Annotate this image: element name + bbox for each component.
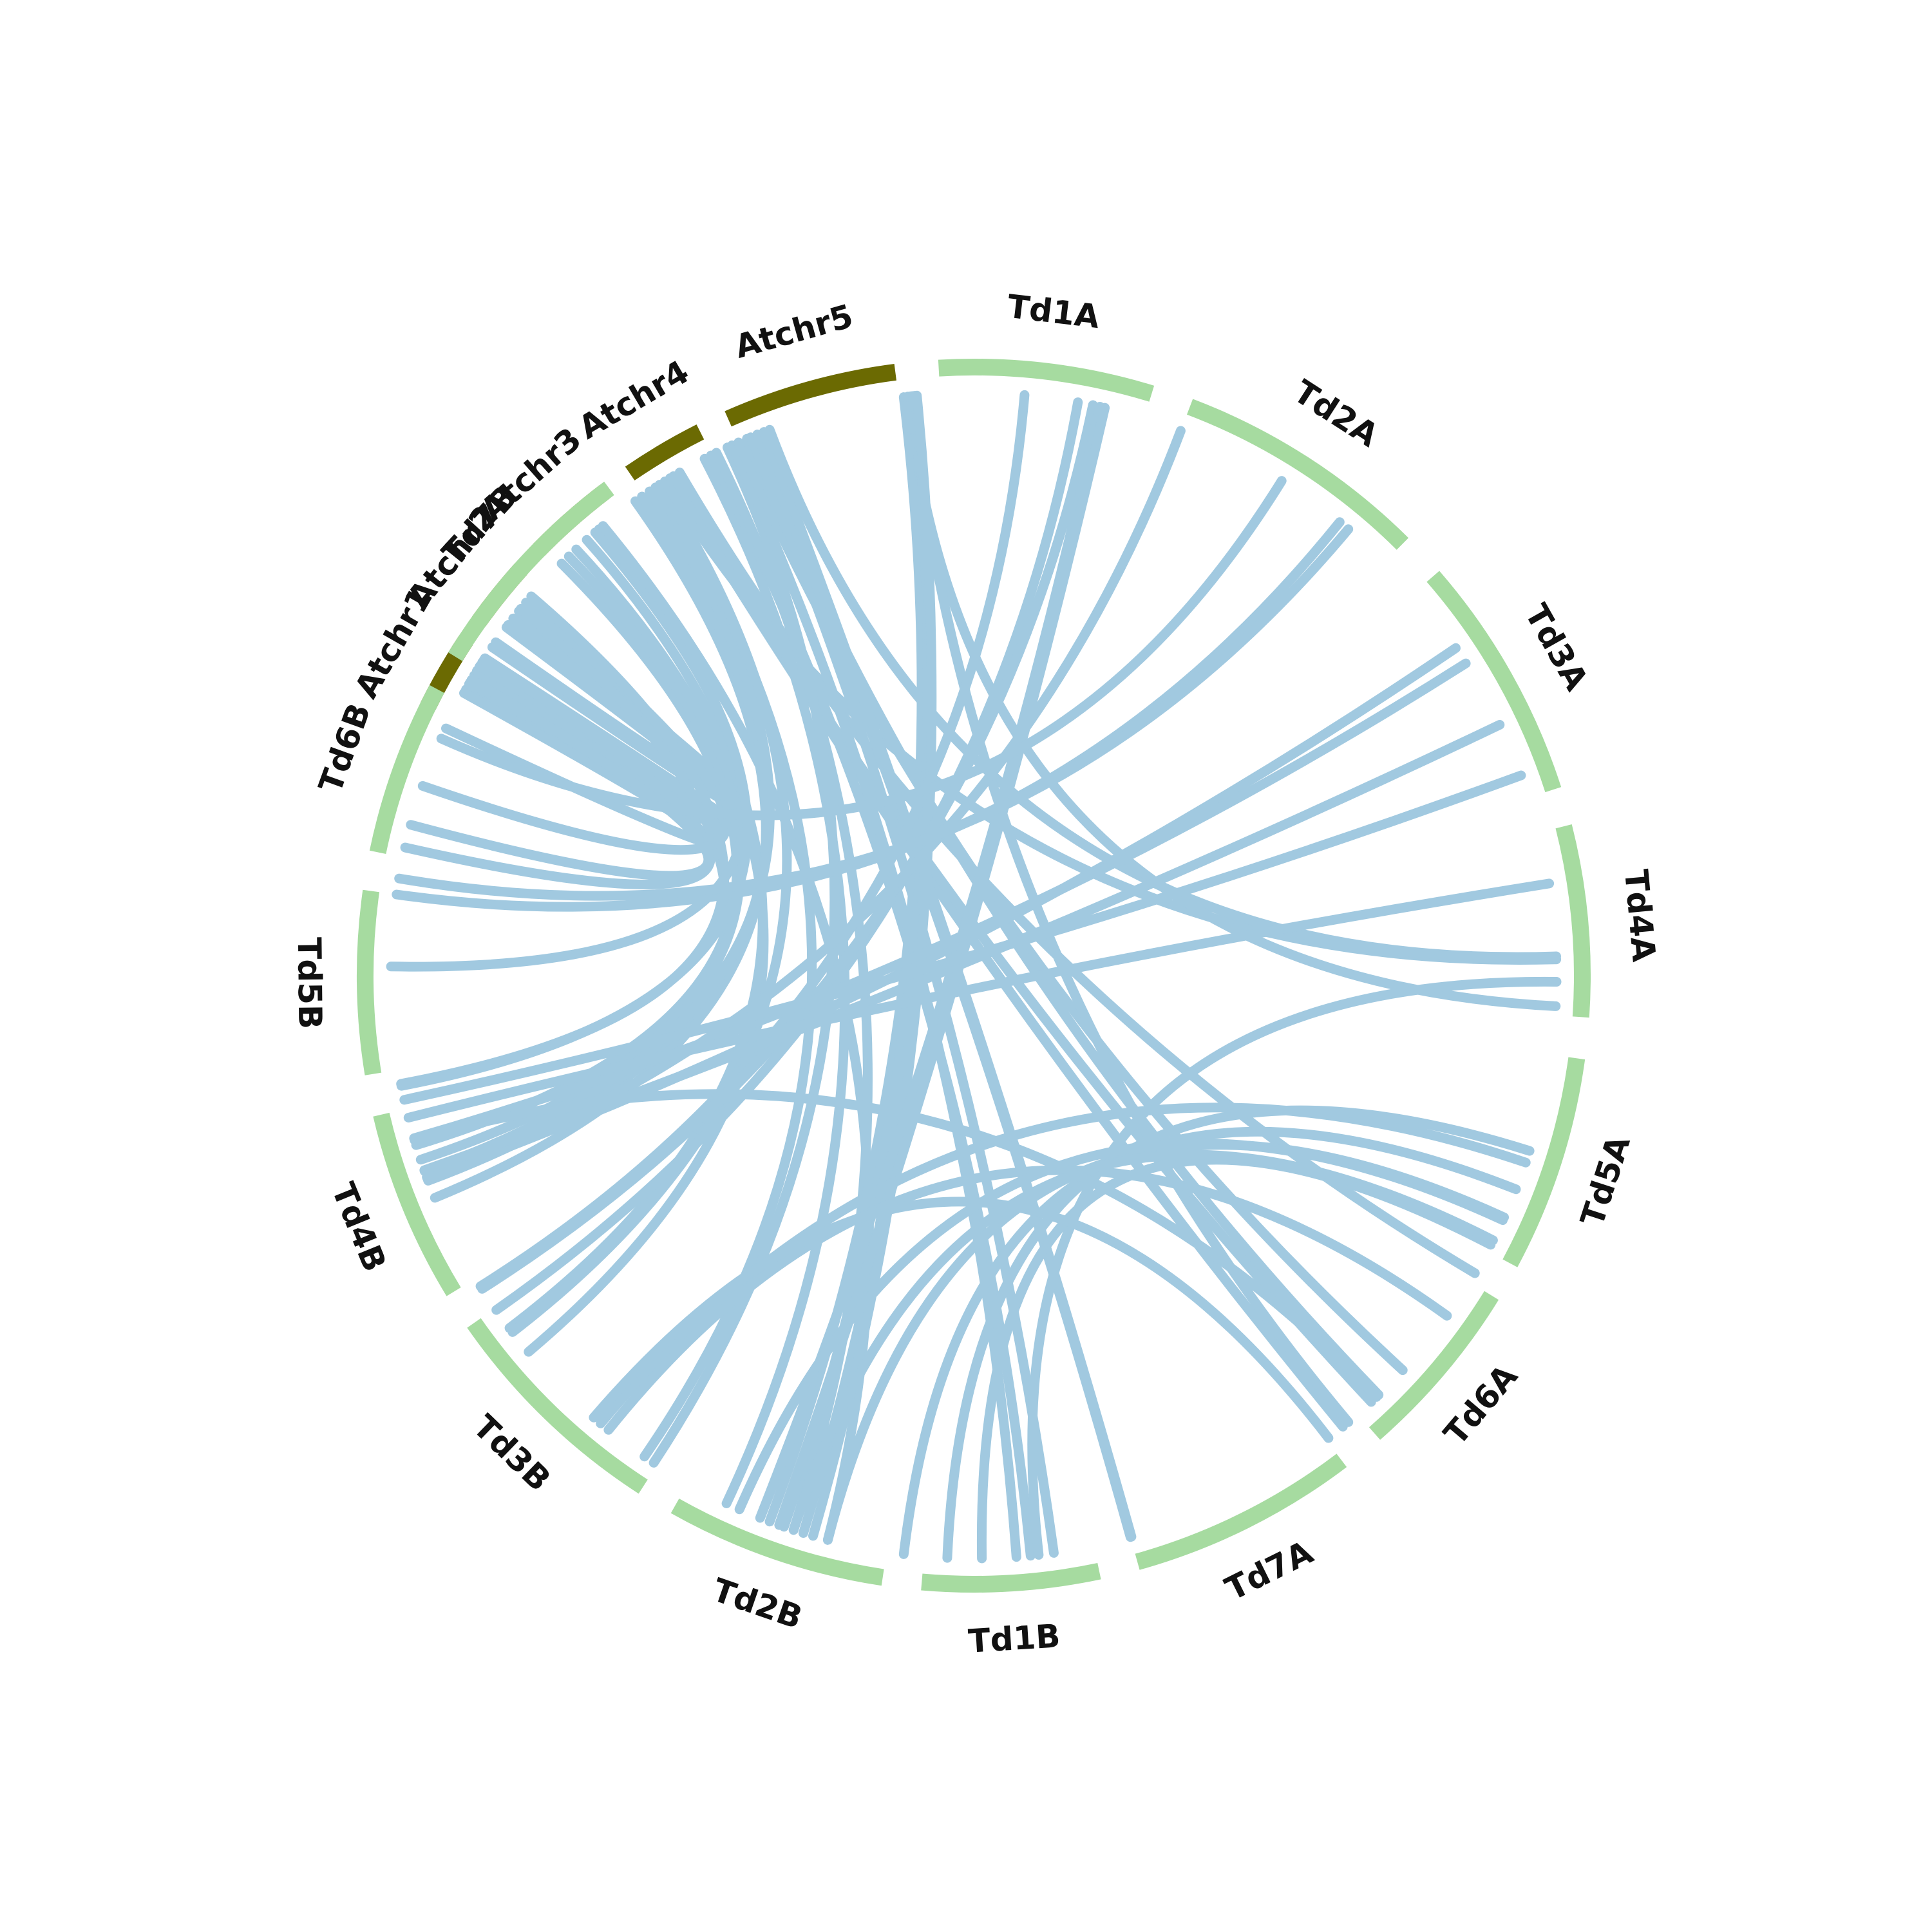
chromosome-label-td6a: Td6A [1437, 1358, 1525, 1452]
chromosome-arc-td3a [1426, 571, 1562, 793]
synteny-link [394, 524, 1354, 901]
chromosome-ideograms [357, 359, 1591, 1593]
chromosome-label-atchr4: Atchr4 [573, 353, 696, 446]
synteny-link [788, 1150, 1498, 1535]
chromosome-arc-td6b [369, 685, 444, 855]
synteny-link [415, 551, 745, 1165]
chromosome-arc-td7b [448, 481, 614, 661]
chromosome-arc-td2b [670, 1498, 884, 1586]
chromosome-label-td5a: Td5A [1573, 1131, 1638, 1231]
synteny-link [759, 427, 1137, 1542]
synteny-link [596, 1103, 1531, 1428]
chromosome-label-td4a: Td4A [1617, 868, 1663, 963]
synteny-link [406, 675, 714, 881]
synteny-link [410, 1089, 1381, 1402]
chromosome-label-td1b: Td1B [967, 1617, 1061, 1660]
chromosome-arc-td6a [1368, 1291, 1499, 1440]
chromosome-label-td3a: Td3A [1517, 598, 1595, 697]
chromosome-label-td7b: Td7B [435, 478, 525, 571]
synteny-link [603, 1165, 1452, 1435]
chromosome-arc-td4b [373, 1112, 461, 1296]
chromosome-label-td6b: Td6B [312, 698, 378, 797]
chromosome-arc-atchr5 [724, 364, 896, 427]
chromosome-label-td1a: Td1A [1005, 288, 1102, 336]
chromosome-label-atchr5: Atchr5 [731, 298, 857, 366]
synteny-link [507, 480, 792, 1337]
synteny-link [649, 442, 840, 1468]
synteny-link [774, 402, 1110, 1530]
chromosome-arc-td1b [921, 1562, 1101, 1593]
chromosome-label-td7a: Td7A [1220, 1533, 1319, 1608]
synteny-link [589, 1197, 1334, 1443]
synteny-link [1027, 976, 1562, 1560]
chromosome-arc-td5b [357, 889, 382, 1075]
synteny-link [403, 878, 1555, 1122]
synteny-link [699, 453, 850, 1508]
synteny-link [475, 400, 1098, 1291]
chromosome-arc-td5a [1502, 1057, 1586, 1267]
synteny-link [436, 476, 1287, 820]
synteny-link [409, 658, 1471, 1143]
chromosome-arc-td3b [467, 1318, 648, 1494]
synteny-link [905, 391, 1354, 1427]
chromosome-arc-td4a [1555, 824, 1591, 1018]
chromosome-label-td3b: Td3B [466, 1408, 558, 1499]
synteny-link [734, 1138, 1508, 1515]
chromosome-label-td2b: Td2B [708, 1571, 807, 1636]
synteny-link [764, 424, 1561, 962]
chromosome-arc-td2a [1186, 399, 1409, 550]
chromosome-arc-atchr4 [625, 424, 705, 481]
chromosome-arc-td1a [938, 359, 1155, 402]
chromosome-label-td4b: Td4B [325, 1178, 394, 1277]
chromosome-arc-td7a [1135, 1454, 1347, 1570]
chromosome-label-td5b: Td5B [290, 937, 328, 1029]
synteny-links [386, 390, 1562, 1564]
synteny-link [399, 770, 1526, 1105]
chromosome-label-td2a: Td2A [1287, 373, 1385, 455]
synteny-link [668, 471, 1376, 1407]
synteny-link [746, 432, 1059, 1558]
